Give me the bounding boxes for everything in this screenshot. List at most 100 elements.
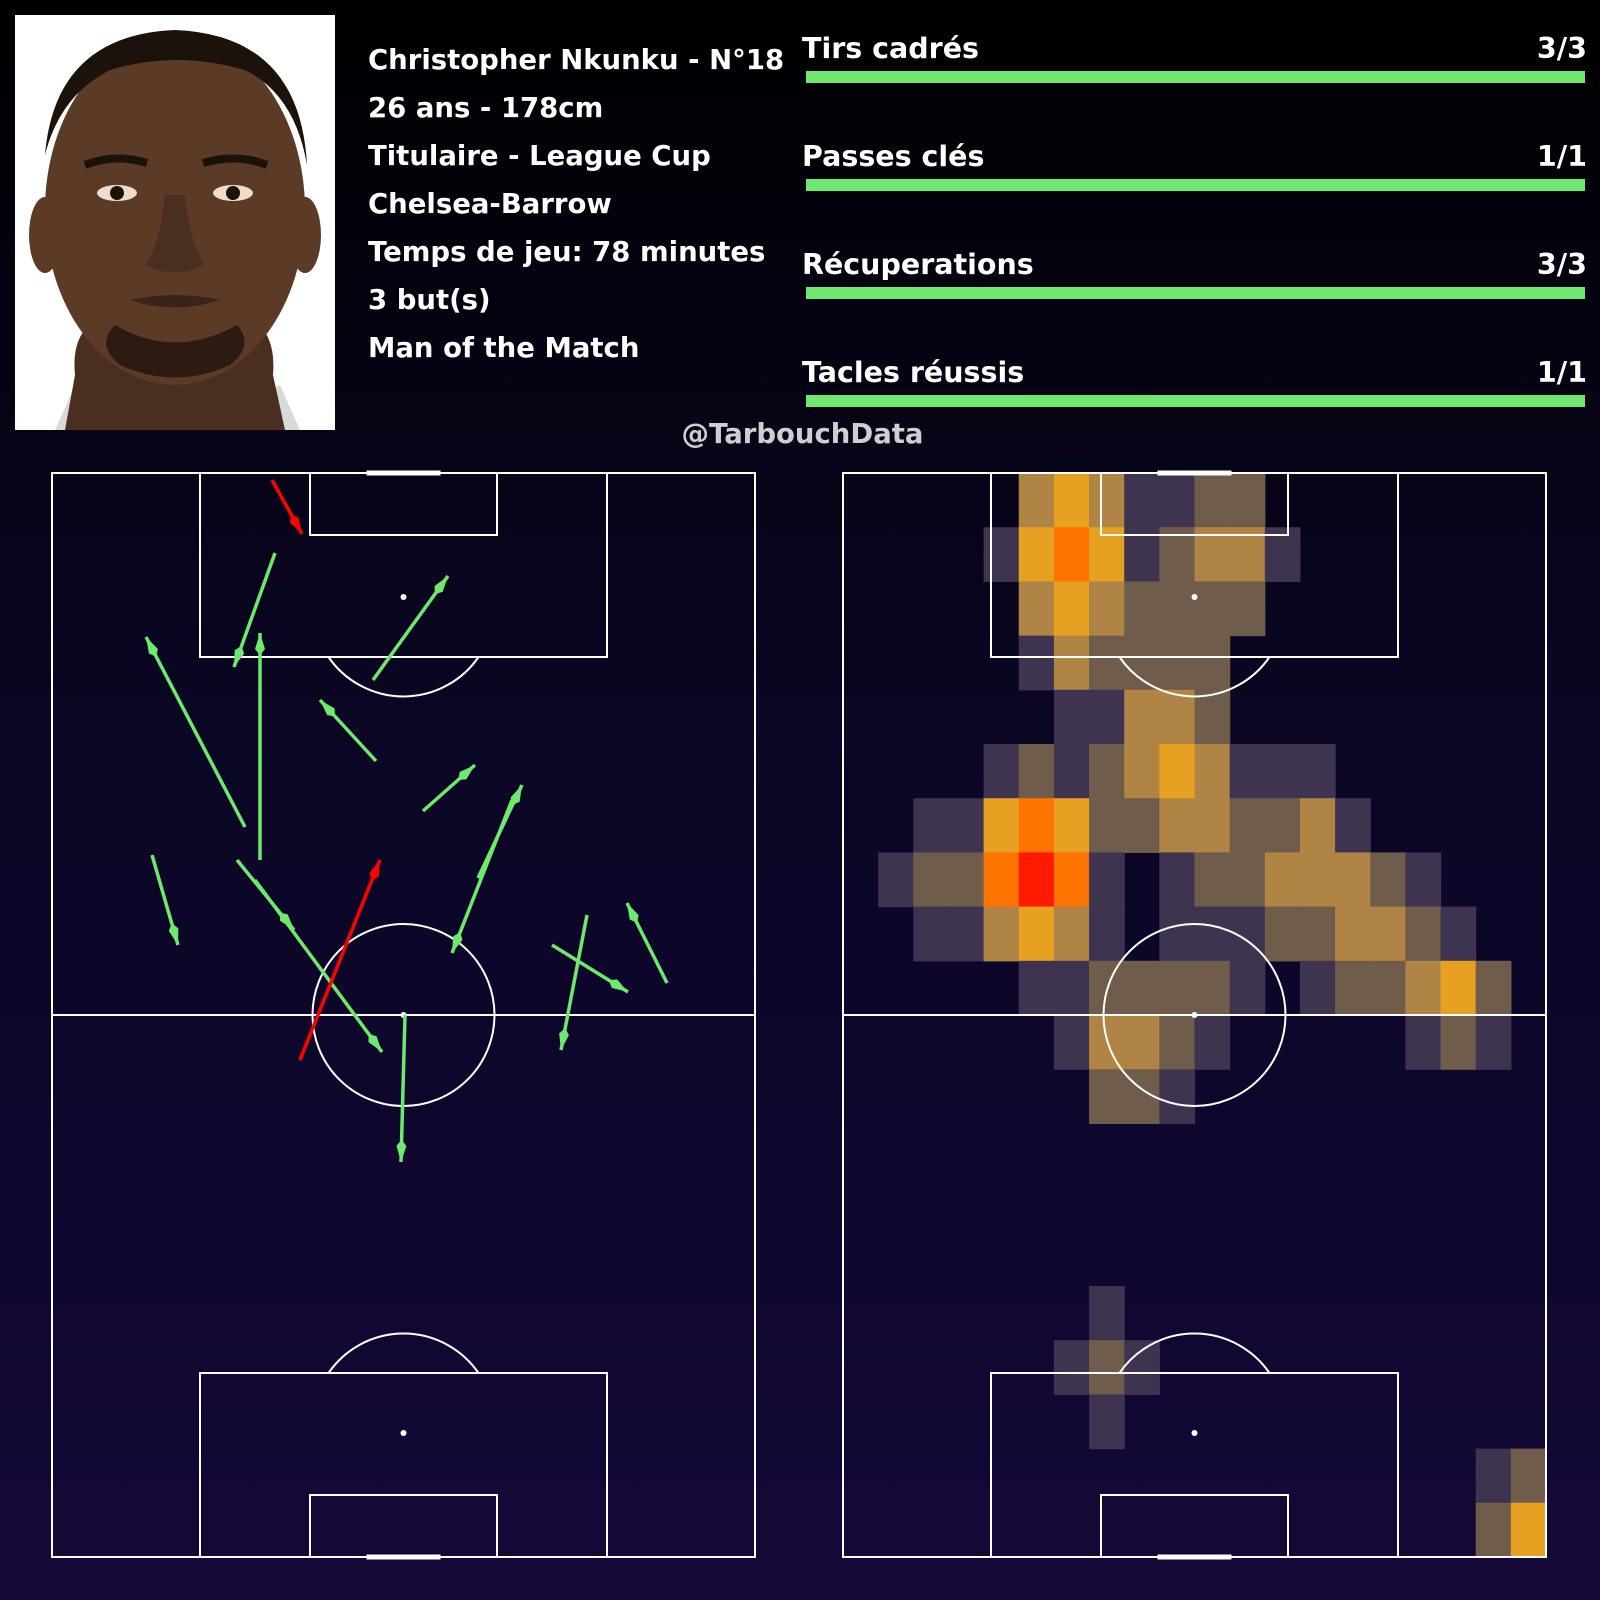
stat-bar [806,179,1585,191]
stat-label: Passes clés [802,140,985,173]
heatmap-cell [1194,906,1231,962]
heatmap-cell [1264,852,1301,908]
pass-arrow-successful [450,799,514,954]
heatmap-cell [1159,689,1196,745]
heatmap-cell [1159,1015,1196,1070]
heatmap-cell [1405,906,1442,962]
player-age-height: 26 ans - 178cm [368,92,604,124]
heatmap-cell [1299,960,1336,1016]
heatmap-cell [1229,473,1266,528]
heatmap-cell [1264,906,1301,962]
heatmap-cells [878,473,1547,1558]
stat-bar [806,71,1585,83]
stat-bar-fill [806,179,1585,191]
heatmap-cell [1229,527,1266,582]
heatmap-cell [1405,852,1442,908]
centre-circle [1102,923,1287,1107]
heatmap-cell [1229,852,1266,908]
heatmap-cell [983,527,1020,582]
player-photo [15,15,335,430]
heatmap-cell [1299,798,1336,853]
heatmap-cell [1264,798,1301,853]
arrow-head [396,1139,407,1162]
penalty-spot-bottom [400,1430,407,1436]
heatmap-cell [1053,852,1090,908]
stat-shots-on-target: Tirs cadrés 3/3 [802,30,1587,138]
heatmap-cell [1194,744,1231,799]
player-status: Titulaire - League Cup [368,140,711,172]
heatmap-cell [1053,906,1090,962]
heatmap-cell [1159,906,1196,962]
pass-arrow-successful [399,1014,407,1163]
penalty-area-top [199,472,608,658]
heatmap-cell [1475,1448,1512,1504]
heatmap-cell [1089,1394,1125,1450]
heatmap-cell [1053,473,1090,528]
heatmap-cell [1510,1448,1547,1504]
heatmap-cell [1299,744,1336,799]
heatmap-cell [1229,960,1266,1016]
heatmap-cell [1089,1069,1125,1124]
stat-value: 1/1 [1536,356,1587,389]
heatmap-cell [1159,798,1196,853]
heatmap-cell [1194,798,1231,853]
heatmap-cell [1510,1502,1547,1558]
award: Man of the Match [368,332,640,364]
heatmap-cell [1018,744,1055,799]
stat-bar [806,395,1585,407]
heatmap-cell [1475,1502,1512,1558]
stat-tackles: Tacles réussis 1/1 [802,354,1587,462]
pass-arrow-successful [144,636,247,828]
heatmap-cell [1124,527,1160,582]
heatmap-cell [1194,1015,1231,1070]
penalty-spot-top [400,594,407,600]
match-name: Chelsea-Barrow [368,188,612,220]
heatmap-cell [1124,473,1160,528]
heatmap-cell [1335,960,1371,1016]
goal-area-bottom [1100,1494,1289,1558]
penalty-arc-top [327,656,480,698]
heatmap-cell [1194,689,1231,745]
heatmap-cell [1124,581,1160,637]
heatmap-cell [1018,581,1055,637]
heatmap-cell [1089,852,1125,908]
goals-count: 3 but(s) [368,284,491,316]
heatmap-cell [1089,473,1125,528]
heatmap-cell [1053,527,1090,582]
heatmap-pitch [842,470,1547,1560]
heatmap-cell [1124,960,1160,1016]
heatmap-cell [1053,581,1090,637]
arrow-head [608,979,628,992]
heatmap-cell [1018,473,1055,528]
arrow-head [452,932,463,953]
heatmap-cell [1089,635,1125,691]
heatmap-cell [1018,527,1055,582]
heatmap-cell [1370,906,1406,962]
heatmap-cell [1299,852,1336,908]
heatmap-cell [983,852,1020,908]
arrow-head [510,785,522,806]
stat-label: Tirs cadrés [802,32,980,65]
stat-value: 1/1 [1536,140,1587,173]
player-name: Christopher Nkunku - N°18 [368,44,785,76]
heatmap-cell [1229,744,1266,799]
heatmap-cell [983,906,1020,962]
heatmap-cell [1124,1340,1160,1395]
heatmap-cell [1194,852,1231,908]
stat-label: Tacles réussis [802,356,1025,389]
heatmap-cell [1405,1015,1442,1070]
heatmap-cell [1053,744,1090,799]
heatmap-cell [1124,635,1160,691]
heatmap-cell [1194,527,1231,582]
heatmap-cell [1053,960,1090,1016]
goal-area-bottom [309,1494,498,1558]
arrow-head [289,514,302,534]
heatmap-cell [948,852,985,908]
arrow-head [369,860,380,881]
heatmap-cell [1089,1286,1125,1341]
heatmap-cell [948,798,985,853]
heatmap-cell [1264,527,1301,582]
heatmap-cell [1475,960,1512,1016]
penalty-arc-bottom [1118,1332,1271,1374]
